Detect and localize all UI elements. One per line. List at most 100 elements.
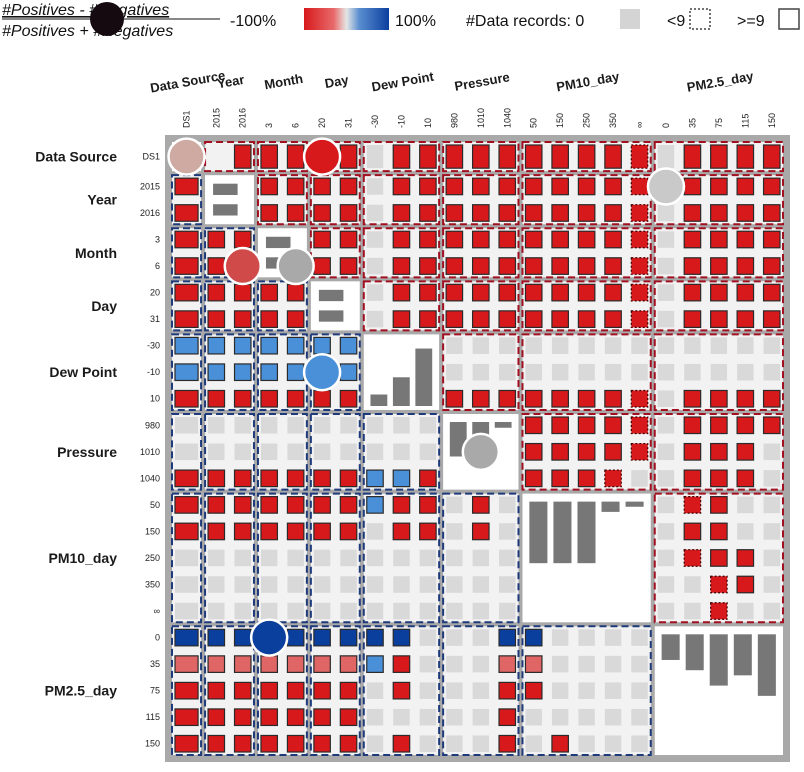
cell-13-10[interactable] xyxy=(446,496,463,514)
cell-7-4[interactable] xyxy=(286,336,305,355)
cell-21-16[interactable] xyxy=(604,708,622,726)
cell-3-7[interactable] xyxy=(366,231,384,248)
cell-2-11[interactable] xyxy=(471,204,490,222)
cell-13-7[interactable] xyxy=(366,496,384,514)
cell-3-0[interactable] xyxy=(174,230,199,249)
cell-9-13[interactable] xyxy=(524,389,543,408)
cell-22-5[interactable] xyxy=(313,734,331,753)
cell-5-18[interactable] xyxy=(657,284,675,301)
cell-10-20[interactable] xyxy=(710,416,728,435)
cell-14-4[interactable] xyxy=(286,522,305,541)
cell-9-4[interactable] xyxy=(286,389,305,408)
cell-20-12[interactable] xyxy=(498,681,517,700)
cell-1-21[interactable] xyxy=(736,177,755,196)
cell-8-18[interactable] xyxy=(657,363,675,381)
cell-19-1[interactable] xyxy=(207,655,226,673)
cell-20-3[interactable] xyxy=(260,681,279,700)
cell-10-18[interactable] xyxy=(657,417,675,434)
cell-2-0[interactable] xyxy=(174,204,199,222)
cell-0-9[interactable] xyxy=(419,144,437,169)
cell-3-21[interactable] xyxy=(736,230,755,249)
cell-17-20[interactable] xyxy=(710,602,728,620)
cell-22-0[interactable] xyxy=(174,734,199,753)
cell-4-10[interactable] xyxy=(445,257,464,275)
cell-20-0[interactable] xyxy=(174,681,199,700)
cell-12-2[interactable] xyxy=(233,469,252,488)
cell-4-11[interactable] xyxy=(471,257,490,275)
cell-21-13[interactable] xyxy=(525,708,542,726)
cell-22-6[interactable] xyxy=(339,734,358,753)
cell-11-14[interactable] xyxy=(551,442,569,461)
cell-21-1[interactable] xyxy=(207,708,226,727)
cell-9-14[interactable] xyxy=(551,389,569,408)
cell-8-10[interactable] xyxy=(446,363,463,381)
cell-4-18[interactable] xyxy=(657,257,675,275)
cell-5-19[interactable] xyxy=(683,283,702,302)
cell-8-6[interactable] xyxy=(339,363,358,382)
cell-11-15[interactable] xyxy=(577,442,596,461)
cell-15-7[interactable] xyxy=(366,549,384,567)
cell-15-2[interactable] xyxy=(234,549,251,567)
cell-3-2[interactable] xyxy=(233,230,252,249)
cell-2-8[interactable] xyxy=(392,204,411,222)
cell-7-19[interactable] xyxy=(684,337,701,354)
cell-1-4[interactable] xyxy=(286,177,305,196)
cell-3-9[interactable] xyxy=(419,230,437,249)
cell-20-17[interactable] xyxy=(631,682,648,699)
cell-3-12[interactable] xyxy=(498,230,517,249)
cell-17-1[interactable] xyxy=(208,602,225,620)
cell-7-22[interactable] xyxy=(763,337,780,354)
cell-10-6[interactable] xyxy=(340,417,357,434)
cell-6-3[interactable] xyxy=(260,310,279,328)
cell-14-18[interactable] xyxy=(657,523,675,540)
cell-6-19[interactable] xyxy=(683,310,702,328)
cell-20-1[interactable] xyxy=(207,681,226,700)
cell-20-8[interactable] xyxy=(392,681,411,700)
cell-6-9[interactable] xyxy=(419,310,437,328)
cell-0-6[interactable] xyxy=(339,144,358,169)
cell-3-19[interactable] xyxy=(683,230,702,249)
cell-12-4[interactable] xyxy=(286,469,305,488)
cell-1-14[interactable] xyxy=(551,177,569,196)
cell-5-2[interactable] xyxy=(233,283,252,302)
cell-18-2[interactable] xyxy=(233,628,252,647)
cell-18-16[interactable] xyxy=(604,629,622,646)
cell-15-0[interactable] xyxy=(175,549,199,567)
cell-3-17[interactable] xyxy=(630,230,649,249)
cell-19-13[interactable] xyxy=(524,655,543,673)
cell-20-13[interactable] xyxy=(524,681,543,700)
cell-19-11[interactable] xyxy=(472,655,490,673)
cell-6-10[interactable] xyxy=(445,310,464,328)
cell-2-4[interactable] xyxy=(286,204,305,222)
cell-7-3[interactable] xyxy=(260,336,279,355)
cell-10-19[interactable] xyxy=(683,416,702,435)
cell-5-17[interactable] xyxy=(630,283,649,302)
cell-22-16[interactable] xyxy=(604,735,622,752)
cell-11-20[interactable] xyxy=(710,442,728,461)
cell-4-17[interactable] xyxy=(630,257,649,275)
cell-12-18[interactable] xyxy=(657,470,675,487)
cell-7-0[interactable] xyxy=(174,336,199,355)
cell-2-5[interactable] xyxy=(313,204,331,222)
cell-5-21[interactable] xyxy=(736,283,755,302)
cell-8-3[interactable] xyxy=(260,363,279,382)
cell-18-13[interactable] xyxy=(524,628,543,647)
cell-2-18[interactable] xyxy=(657,204,675,222)
summary-circle-1[interactable] xyxy=(302,137,342,176)
cell-5-0[interactable] xyxy=(174,283,199,302)
cell-22-17[interactable] xyxy=(631,735,648,752)
cell-18-11[interactable] xyxy=(472,629,490,646)
cell-17-19[interactable] xyxy=(684,602,701,620)
cell-5-7[interactable] xyxy=(366,284,384,301)
cell-18-0[interactable] xyxy=(174,628,199,647)
cell-21-10[interactable] xyxy=(446,708,463,726)
cell-14-2[interactable] xyxy=(233,522,252,541)
cell-18-6[interactable] xyxy=(339,628,358,647)
cell-4-0[interactable] xyxy=(174,257,199,275)
cell-15-5[interactable] xyxy=(313,549,331,567)
cell-22-14[interactable] xyxy=(551,734,569,753)
cell-8-19[interactable] xyxy=(684,363,701,381)
cell-21-4[interactable] xyxy=(286,708,305,727)
cell-11-4[interactable] xyxy=(287,443,304,461)
cell-1-17[interactable] xyxy=(630,177,649,196)
